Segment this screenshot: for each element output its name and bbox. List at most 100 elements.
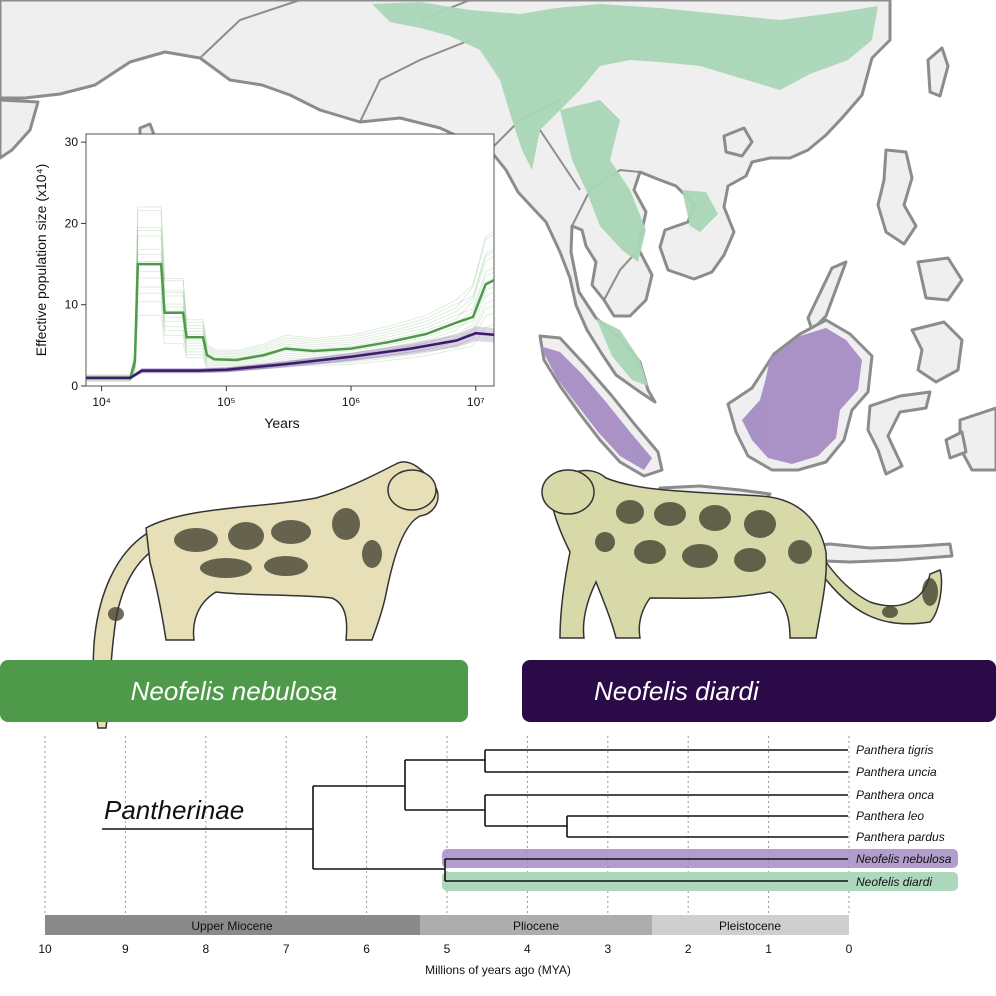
epoch-label: Pleistocene: [719, 919, 781, 933]
epoch-label: Upper Miocene: [191, 919, 273, 933]
psmc-ylabel: Effective population size (x10⁴): [33, 164, 49, 357]
diardi-marking: [699, 505, 731, 531]
diardi-tail: [819, 560, 943, 625]
diardi-marking: [788, 540, 812, 564]
psmc-bootstrap-line: [86, 261, 495, 380]
diardi-marking: [654, 502, 686, 526]
western-land: [0, 98, 40, 160]
range-nebulosa-indochina: [560, 100, 646, 262]
nebulosa-marking: [228, 522, 264, 550]
mindanao-island: [910, 320, 964, 384]
diardi-marking: [922, 578, 938, 606]
time-tick-label: 1: [765, 942, 772, 956]
psmc-bootstrap-line: [86, 206, 495, 376]
diardi-marking: [595, 532, 615, 552]
time-tick-label: 2: [685, 942, 692, 956]
diardi-marking: [682, 544, 718, 568]
range-diardi-borneo: [742, 328, 862, 464]
luzon-island: [876, 148, 918, 246]
taxon-label: Panthera leo: [856, 809, 924, 823]
nebulosa-marking: [200, 558, 252, 578]
diardi-marking: [634, 540, 666, 564]
psmc-x-axis: 10⁴ 10⁵ 10⁶ 10⁷: [92, 386, 485, 409]
time-tick-label: 6: [363, 942, 370, 956]
time-tick-label: 0: [846, 942, 853, 956]
diardi-marking: [744, 510, 776, 538]
range-nebulosa-malaya: [596, 318, 648, 386]
psmc-y-axis: 0 10 20 30: [65, 135, 86, 393]
banner-diardi: Neofelis diardi: [522, 660, 996, 722]
psmc-bootstrap-line: [86, 248, 495, 378]
nebulosa-marking: [332, 508, 360, 540]
psmc-line-nebulosa: [86, 262, 495, 380]
psmc-xlabel: Years: [264, 415, 299, 431]
moluccas-island: [944, 430, 968, 460]
taxon-label: Panthera onca: [856, 788, 934, 802]
taxon-label: Neofelis nebulosa: [856, 852, 952, 866]
epoch-pliocene: [420, 915, 652, 935]
epoch-pleistocene: [652, 915, 849, 935]
banner-nebulosa-label: Neofelis nebulosa: [130, 675, 338, 706]
time-tick-label: 5: [444, 942, 451, 956]
mainland-asia: [0, 0, 892, 404]
clade-label-pantherinae: Pantherinae: [104, 795, 244, 825]
time-tick-label: 9: [122, 942, 129, 956]
time-axis: 10 9 8 7 6 5 4 3 2 1 0: [38, 942, 852, 956]
psmc-bootstrap-line: [86, 286, 495, 381]
taiwan-island: [926, 46, 950, 98]
psmc-bootstrap-line: [86, 270, 495, 379]
banner-nebulosa: Neofelis nebulosa: [0, 660, 468, 722]
time-tick-label: 10: [38, 942, 52, 956]
psmc-bootstrap-line: [86, 227, 495, 376]
range-diardi-sumatra: [540, 346, 652, 470]
psmc-y-tick-label: 20: [65, 216, 79, 230]
epoch-upper-miocene: [45, 915, 420, 935]
nebulosa-marking: [362, 540, 382, 568]
sulawesi-island: [866, 390, 932, 476]
new-guinea-edge: [958, 406, 996, 472]
psmc-x-tick-label: 10⁷: [467, 395, 485, 409]
phylogeny-tree: Pantherinae Panthera tigris Panthera unc…: [38, 736, 958, 977]
psmc-inset-chart: 0 10 20 30 10⁴ 10⁵ 10⁶ 10⁷ Effective populatio…: [33, 133, 495, 431]
taxon-label: Neofelis diardi: [856, 875, 932, 889]
psmc-series: [86, 262, 495, 380]
psmc-x-tick-label: 10⁵: [217, 395, 235, 409]
range-nebulosa-vietnam: [682, 190, 718, 232]
psmc-bootstrap-line: [86, 277, 495, 380]
southeast-asia-map: [0, 0, 996, 564]
epoch-label: Pliocene: [513, 919, 559, 933]
time-tick-label: 3: [604, 942, 611, 956]
time-tick-label: 7: [283, 942, 290, 956]
diardi-marking: [616, 500, 644, 524]
nebulosa-marking: [264, 556, 308, 576]
nebulosa-marking: [174, 528, 218, 552]
psmc-y-tick-label: 30: [65, 135, 79, 149]
time-tick-label: 4: [524, 942, 531, 956]
time-axis-label: Millions of years ago (MYA): [425, 963, 571, 977]
taxon-label: Panthera uncia: [856, 765, 937, 779]
time-tick-label: 8: [202, 942, 209, 956]
nebulosa-body: [145, 461, 439, 641]
diardi-illustration: [541, 469, 943, 639]
range-nebulosa-himalaya: [372, 2, 878, 170]
psmc-bootstrap-line: [86, 210, 495, 377]
banner-diardi-label: Neofelis diardi: [594, 675, 759, 706]
psmc-y-tick-label: 10: [65, 298, 79, 312]
nebulosa-marking: [108, 607, 124, 621]
psmc-plot-background: [85, 133, 495, 387]
psmc-bootstrap-line: [86, 235, 495, 378]
diardi-head: [541, 469, 595, 515]
nebulosa-marking: [271, 520, 311, 544]
psmc-y-tick-label: 0: [71, 379, 78, 393]
psmc-bootstrap-line: [86, 301, 495, 382]
psmc-bootstrap-line: [86, 230, 495, 377]
psmc-x-tick-label: 10⁶: [342, 395, 360, 409]
psmc-bootstrap-line: [86, 340, 495, 380]
diardi-marking: [734, 548, 766, 572]
psmc-x-tick-label: 10⁴: [92, 395, 111, 409]
nebulosa-head: [387, 469, 437, 511]
hainan-island: [722, 126, 754, 158]
psmc-bootstrap-line: [86, 326, 495, 378]
psmc-line-diardi: [86, 331, 495, 380]
taxon-label: Panthera tigris: [856, 743, 933, 757]
